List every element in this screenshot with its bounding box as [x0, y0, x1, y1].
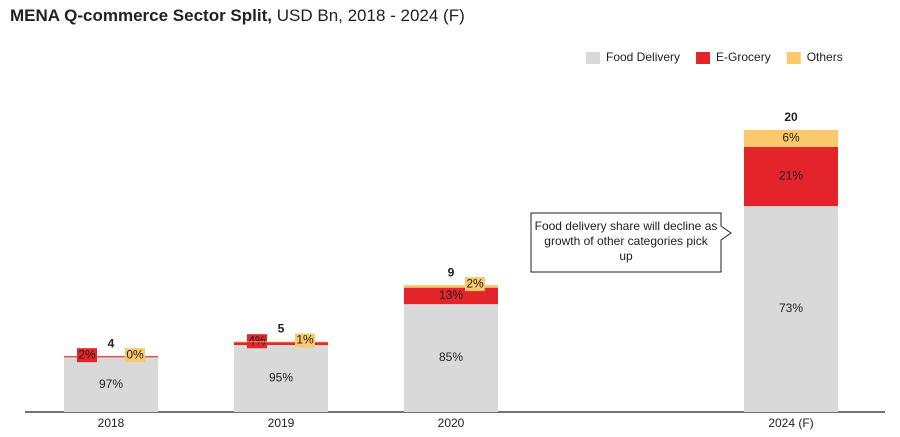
data-label: 2%: [466, 276, 484, 290]
legend-label: Others: [807, 50, 843, 64]
bar-segment: [234, 341, 328, 343]
data-label-box: [77, 348, 97, 363]
annotation-text: Food delivery share will decline as: [535, 219, 718, 233]
total-label: 4: [108, 336, 115, 350]
legend-swatch: [786, 52, 801, 64]
x-tick-label: 2019: [268, 416, 295, 430]
data-label: 97%: [99, 377, 123, 391]
bar-segment: [744, 146, 838, 207]
chart-subtitle: USD Bn, 2018 - 2024 (F): [277, 6, 465, 25]
total-label: 9: [448, 265, 455, 279]
legend-swatch: [696, 52, 711, 64]
bar-segment: [744, 130, 838, 147]
bar-segment: [64, 357, 158, 412]
bar-segment: [234, 345, 328, 412]
annotation-text: growth of other categories pick: [544, 234, 708, 248]
data-label-box: [125, 348, 145, 363]
data-label: 73%: [779, 301, 803, 315]
bar-segment: [744, 206, 838, 412]
annotation: Food delivery share will decline asgrowt…: [530, 212, 732, 273]
data-label: 0%: [126, 347, 144, 361]
data-label: 13%: [439, 288, 463, 302]
total-label: 20: [784, 110, 798, 124]
data-label: 4%: [248, 333, 266, 347]
data-label: 1%: [296, 333, 314, 347]
annotation-text: up: [619, 249, 633, 263]
bar-segment: [404, 287, 498, 305]
x-tick-label: 2018: [98, 416, 125, 430]
data-label: 6%: [782, 131, 800, 145]
data-label: 95%: [269, 371, 293, 385]
chart-title: MENA Q-commerce Sector Split,: [10, 6, 272, 25]
x-tick-label: 2024 (F): [768, 416, 813, 430]
data-label: 21%: [779, 169, 803, 183]
legend-label: E-Grocery: [716, 50, 771, 64]
legend-swatch: [586, 52, 600, 64]
bar-segment: [234, 342, 328, 346]
data-label-box: [295, 333, 315, 348]
chart-title-line: MENA Q-commerce Sector Split, USD Bn, 20…: [10, 6, 465, 25]
bar-segment: [404, 304, 498, 412]
total-label: 5: [278, 322, 285, 336]
data-label: 85%: [439, 350, 463, 364]
data-label-box: [465, 277, 485, 292]
data-label-box: [247, 334, 267, 349]
bar-segment: [404, 285, 498, 288]
legend-label: Food Delivery: [606, 50, 680, 64]
data-label: 2%: [78, 347, 96, 361]
annotation-box: [530, 212, 732, 273]
bar-segment: [64, 356, 158, 358]
x-tick-label: 2020: [438, 416, 465, 430]
